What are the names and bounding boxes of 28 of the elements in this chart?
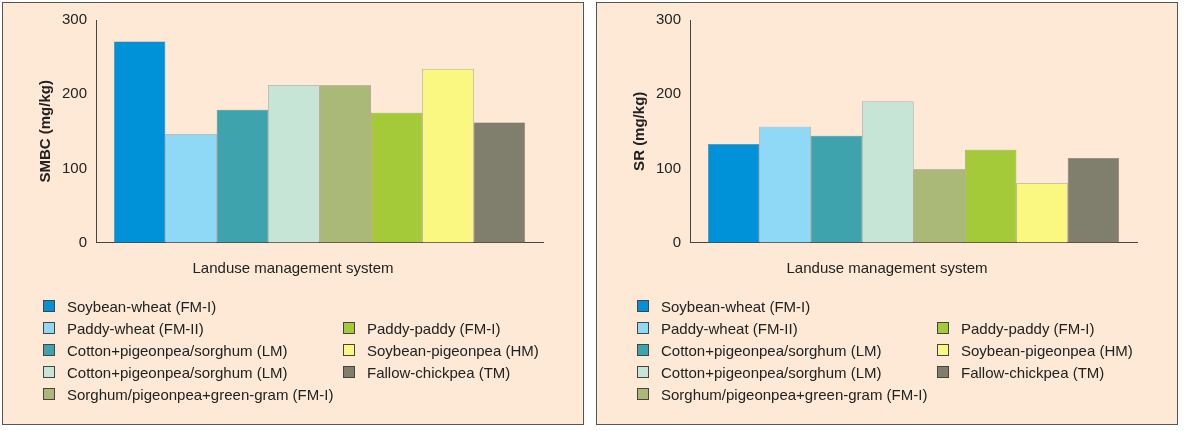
y-axis-title: SMBC (mg/kg): [36, 80, 54, 183]
y-axis-title: SR (mg/kg): [630, 91, 648, 171]
legend-label: Fallow-chickpea (TM): [961, 363, 1105, 381]
y-tick-label: 0: [78, 232, 88, 250]
y-tick-label: 300: [62, 10, 88, 28]
y-tick-label: 300: [656, 10, 682, 28]
y-tick-label: 100: [656, 158, 682, 176]
legend-label: Paddy-paddy (FM-I): [961, 319, 1095, 337]
legend-label: Cotton+pigeonpea/sorghum (LM): [661, 363, 882, 381]
legend-label: Paddy-paddy (FM-I): [367, 319, 501, 337]
y-tick-label: 100: [62, 158, 88, 176]
legend-label: Paddy-wheat (FM-II): [67, 319, 204, 337]
legend-label: Sorghum/pigeonpea+green-gram (FM-I): [67, 385, 334, 403]
legend-label: Paddy-wheat (FM-II): [661, 319, 798, 337]
y-tick-label: 0: [672, 232, 682, 250]
legend-label: Soybean-wheat (FM-I): [67, 297, 217, 315]
legend-label: Cotton+pigeonpea/sorghum (LM): [67, 341, 288, 359]
legend-label: Cotton+pigeonpea/sorghum (LM): [661, 341, 882, 359]
legend-label: Soybean-wheat (FM-I): [661, 297, 811, 315]
x-axis-title: Landuse management system: [191, 259, 395, 276]
legend-label: Fallow-chickpea (TM): [367, 363, 511, 381]
y-tick-label: 200: [656, 84, 682, 102]
legend-label: Soybean-pigeonpea (HM): [367, 341, 539, 359]
legend-label: Sorghum/pigeonpea+green-gram (FM-I): [661, 385, 928, 403]
y-tick-label: 200: [62, 84, 88, 102]
legend-label: Soybean-pigeonpea (HM): [961, 341, 1133, 359]
x-axis-title: Landuse management system: [785, 259, 989, 276]
legend-label: Cotton+pigeonpea/sorghum (LM): [67, 363, 288, 381]
